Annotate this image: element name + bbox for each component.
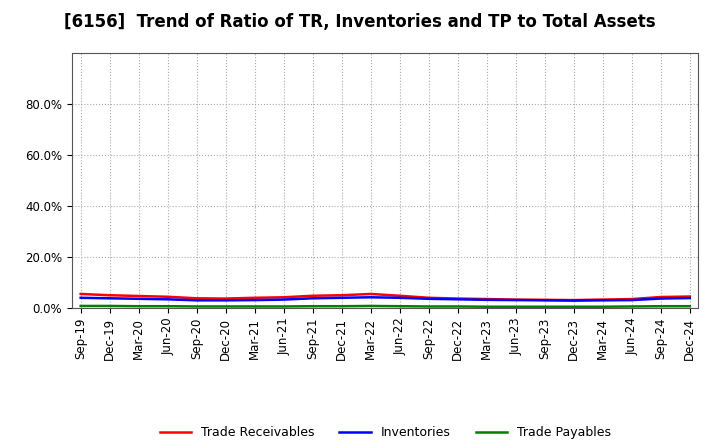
Inventories	[251, 297, 259, 303]
Trade Receivables	[482, 297, 491, 302]
Trade Payables	[454, 304, 462, 309]
Trade Payables	[192, 304, 201, 309]
Trade Receivables	[76, 291, 85, 297]
Trade Payables	[627, 304, 636, 309]
Trade Receivables	[251, 295, 259, 301]
Inventories	[482, 297, 491, 302]
Inventories	[135, 296, 143, 301]
Trade Receivables	[192, 296, 201, 301]
Inventories	[424, 296, 433, 301]
Trade Receivables	[598, 297, 607, 302]
Trade Payables	[163, 304, 172, 309]
Trade Receivables	[454, 296, 462, 301]
Trade Payables	[221, 304, 230, 309]
Inventories	[570, 298, 578, 303]
Inventories	[366, 295, 375, 300]
Inventories	[454, 297, 462, 302]
Trade Payables	[424, 304, 433, 309]
Trade Payables	[76, 303, 85, 308]
Inventories	[395, 295, 404, 301]
Inventories	[627, 297, 636, 303]
Inventories	[657, 296, 665, 301]
Legend: Trade Receivables, Inventories, Trade Payables: Trade Receivables, Inventories, Trade Pa…	[155, 422, 616, 440]
Line: Inventories: Inventories	[81, 297, 690, 301]
Inventories	[163, 297, 172, 302]
Trade Payables	[338, 304, 346, 309]
Trade Receivables	[424, 295, 433, 301]
Trade Payables	[395, 304, 404, 309]
Trade Payables	[482, 304, 491, 309]
Trade Payables	[541, 304, 549, 309]
Trade Receivables	[511, 297, 520, 302]
Trade Receivables	[395, 293, 404, 298]
Inventories	[541, 298, 549, 303]
Trade Payables	[366, 303, 375, 308]
Trade Receivables	[308, 293, 317, 298]
Trade Receivables	[279, 295, 288, 300]
Inventories	[511, 297, 520, 303]
Line: Trade Payables: Trade Payables	[81, 306, 690, 307]
Trade Receivables	[657, 294, 665, 300]
Trade Receivables	[685, 294, 694, 299]
Line: Trade Receivables: Trade Receivables	[81, 294, 690, 300]
Inventories	[221, 298, 230, 303]
Trade Payables	[279, 304, 288, 309]
Inventories	[685, 295, 694, 301]
Trade Receivables	[366, 291, 375, 297]
Inventories	[192, 298, 201, 303]
Trade Receivables	[570, 297, 578, 303]
Trade Receivables	[135, 293, 143, 299]
Inventories	[338, 295, 346, 301]
Trade Receivables	[541, 297, 549, 302]
Trade Payables	[657, 304, 665, 309]
Trade Payables	[511, 304, 520, 309]
Inventories	[76, 295, 85, 301]
Trade Payables	[685, 304, 694, 309]
Inventories	[105, 296, 114, 301]
Trade Payables	[598, 304, 607, 309]
Trade Receivables	[221, 296, 230, 301]
Trade Receivables	[163, 294, 172, 299]
Inventories	[308, 296, 317, 301]
Inventories	[279, 297, 288, 302]
Trade Payables	[105, 303, 114, 308]
Trade Payables	[251, 304, 259, 309]
Trade Payables	[308, 304, 317, 309]
Trade Receivables	[627, 297, 636, 302]
Text: [6156]  Trend of Ratio of TR, Inventories and TP to Total Assets: [6156] Trend of Ratio of TR, Inventories…	[64, 13, 656, 31]
Trade Receivables	[105, 293, 114, 298]
Trade Payables	[135, 304, 143, 309]
Inventories	[598, 298, 607, 303]
Trade Payables	[570, 304, 578, 309]
Trade Receivables	[338, 293, 346, 298]
